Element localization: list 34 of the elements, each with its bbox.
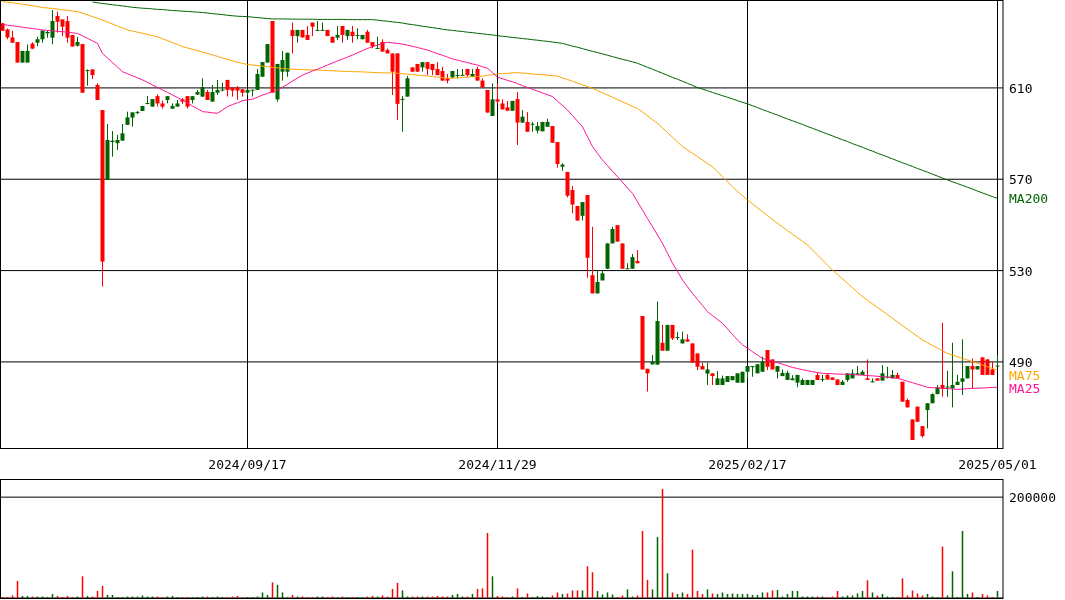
candlestick (400, 95, 405, 133)
candlestick (290, 22, 295, 54)
y-tick-label: 530 (1009, 263, 1033, 279)
x-tick-label: 2024/09/17 (208, 457, 287, 472)
candlestick (995, 354, 1000, 368)
candlestick (490, 82, 495, 117)
series-label: MA25 (1009, 380, 1041, 396)
candlestick (495, 82, 500, 105)
y-tick-label: 490 (1009, 354, 1033, 370)
x-tick-label: 2025/05/01 (958, 457, 1037, 472)
candlestick (525, 111, 530, 133)
candlestick (405, 75, 410, 98)
y-tick-label: 610 (1009, 80, 1033, 96)
candlestick (660, 324, 665, 352)
series-label: MA75 (1009, 367, 1041, 383)
candlestick (960, 338, 965, 396)
candlestick (705, 362, 710, 386)
series-label: MA200 (1009, 191, 1049, 207)
y-tick-label: 570 (1009, 172, 1033, 188)
candlestick (530, 121, 535, 133)
candlestick (515, 91, 520, 146)
candlestick (50, 9, 55, 45)
candlestick (460, 68, 465, 76)
y-tick-label: 200000 (1009, 490, 1056, 506)
candlestick (15, 41, 20, 64)
line-series (92, 1, 998, 199)
candlestick (85, 68, 90, 87)
candlestick (25, 44, 30, 64)
candlestick (925, 402, 930, 429)
candlestick (580, 201, 585, 222)
candlestick (865, 358, 870, 381)
candlestick (590, 226, 595, 294)
x-tick-label: 2024/11/29 (458, 457, 537, 472)
x-tick-label: 2025/02/17 (708, 457, 787, 472)
